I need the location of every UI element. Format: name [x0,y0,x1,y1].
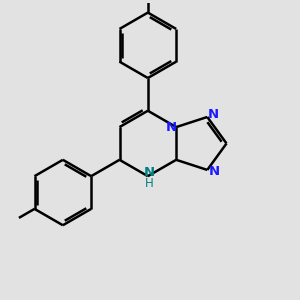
Text: N: N [208,108,219,121]
Text: H: H [145,177,154,190]
Text: N: N [209,165,220,178]
Text: N: N [166,121,177,134]
Text: N: N [144,166,155,179]
